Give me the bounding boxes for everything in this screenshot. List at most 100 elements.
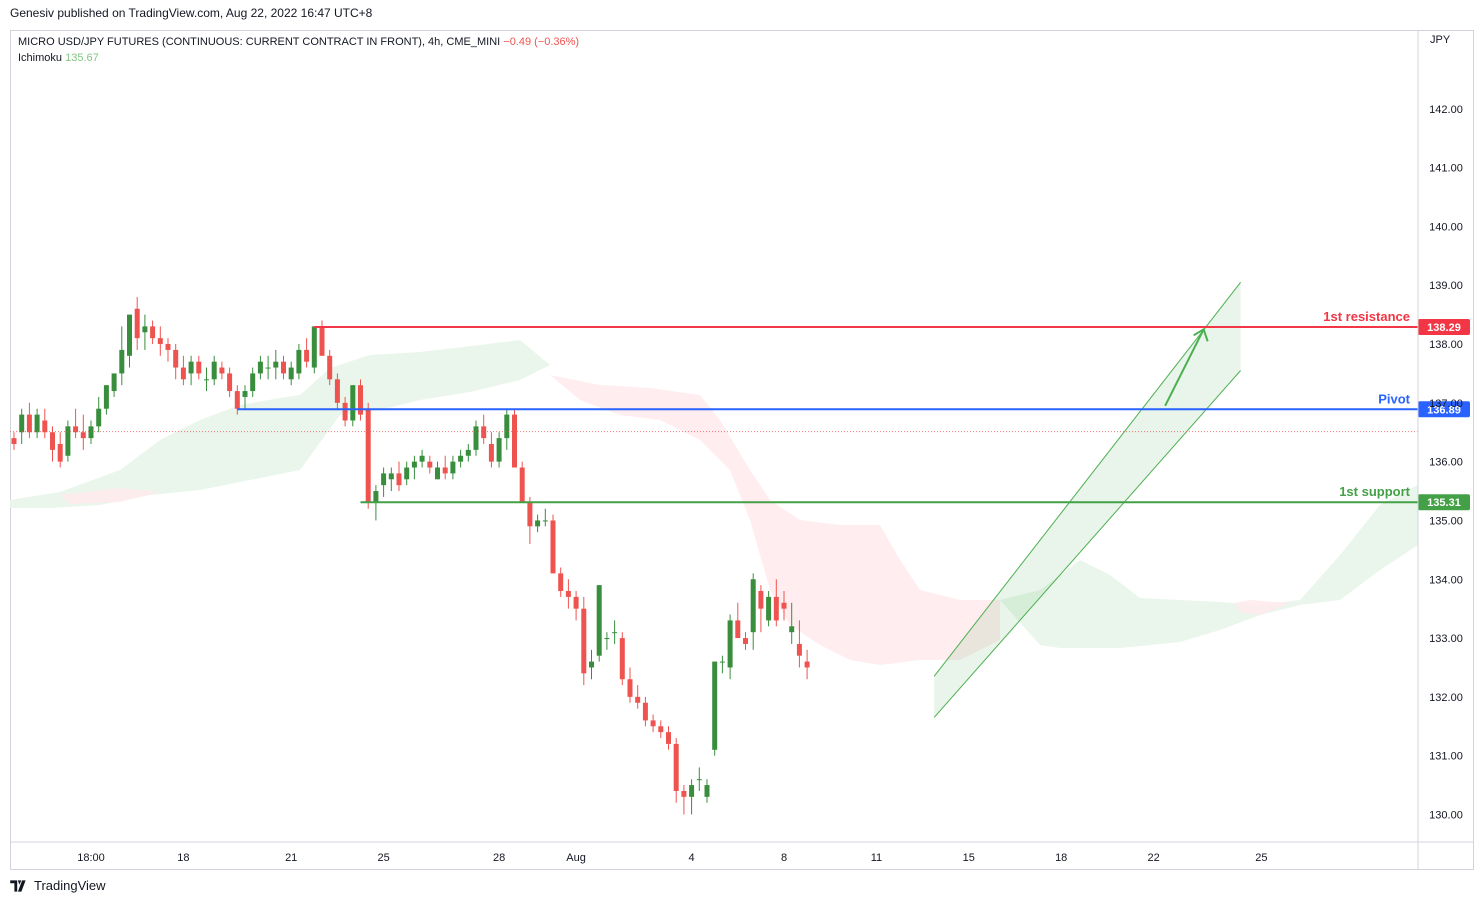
price-change: −0.49 (−0.36%) <box>503 36 580 48</box>
cloud-area-1 <box>550 375 1000 665</box>
candle-body <box>627 679 633 697</box>
candle-body <box>196 361 202 374</box>
candle-body <box>589 661 594 668</box>
symbol-title: MICRO USD/JPY FUTURES (CONTINUOUS: CURRE… <box>18 36 501 48</box>
candle-body <box>304 349 310 362</box>
candle-body <box>612 632 618 634</box>
candle-body <box>42 420 48 433</box>
candle-body <box>488 444 494 462</box>
time-tick-label: 21 <box>285 852 297 864</box>
cloud-area-4 <box>60 488 160 504</box>
candle-body <box>373 491 379 503</box>
time-tick-label: 4 <box>689 852 695 864</box>
candle-body <box>57 444 63 462</box>
candle-body <box>219 367 225 374</box>
time-tick-label: 18 <box>1055 852 1067 864</box>
candle-body <box>88 426 94 439</box>
pivot-price-text: 136.89 <box>1427 404 1461 416</box>
candle-body <box>712 661 718 750</box>
candle-body <box>365 408 371 503</box>
candle-body <box>750 579 756 633</box>
candle-body <box>273 361 279 368</box>
candle-body <box>796 643 802 656</box>
candle-body <box>719 661 725 663</box>
candle-body <box>458 455 464 462</box>
candle-body <box>111 373 117 392</box>
publisher-line: Genesiv published on TradingView.com, Au… <box>10 6 373 20</box>
1st-support-price-text: 135.31 <box>1427 497 1461 509</box>
candle-body <box>696 779 702 781</box>
candle-body <box>542 520 548 522</box>
candle-body <box>558 573 564 592</box>
candle-body <box>296 349 302 374</box>
candle-body <box>573 596 579 609</box>
candle-body <box>789 626 795 633</box>
channel-upper-line[interactable] <box>933 281 1242 677</box>
projection-arrow[interactable] <box>1164 328 1205 407</box>
time-tick-label: Aug <box>566 852 586 864</box>
price-tick-label: 139.00 <box>1429 280 1463 292</box>
chart-frame <box>10 30 1474 870</box>
ichimoku-cloud <box>10 340 1418 665</box>
tradingview-logo-icon <box>10 879 26 892</box>
candle-body <box>311 326 317 368</box>
candle-body <box>535 520 541 527</box>
candle-body <box>119 349 125 374</box>
1st-resistance-price-tag <box>1418 318 1470 335</box>
candle-body <box>496 438 502 462</box>
price-tick-label: 135.00 <box>1429 515 1463 527</box>
candle-body <box>481 426 487 439</box>
indicator-name[interactable]: Ichimoku <box>18 52 63 64</box>
candle-body <box>519 467 525 503</box>
candle-body <box>596 585 602 656</box>
ascending-channel[interactable] <box>933 281 1242 718</box>
candle-body <box>442 467 448 474</box>
price-tick-label: 132.00 <box>1429 692 1463 704</box>
candle-body <box>11 438 17 444</box>
candle-body <box>604 638 610 640</box>
candle-body <box>188 361 194 374</box>
currency-label[interactable]: JPY <box>1430 34 1451 46</box>
1st-support-label: 1st support <box>1339 484 1410 499</box>
candle-body <box>735 620 741 639</box>
1st-resistance-label: 1st resistance <box>1323 309 1410 324</box>
candle-body <box>227 373 233 392</box>
candle-body <box>550 520 556 574</box>
candle-body <box>427 461 433 468</box>
candle-body <box>388 473 394 480</box>
candle-body <box>26 414 32 433</box>
candle-body <box>381 473 387 486</box>
channel-fill <box>934 282 1241 718</box>
candle-body <box>150 326 156 339</box>
candle-body <box>666 732 671 744</box>
key-levels[interactable]: 1st resistance 138.29 Pivot 136.89 1st suppo… <box>10 309 1470 511</box>
price-tick-label: 141.00 <box>1429 163 1463 175</box>
candle-body <box>781 602 787 609</box>
cloud-area-0 <box>10 340 550 508</box>
candle-body <box>288 367 294 380</box>
price-tick-label: 133.00 <box>1429 633 1463 645</box>
candle-body <box>704 785 710 797</box>
candle-body <box>619 638 625 680</box>
candles <box>11 296 810 815</box>
candle-body <box>450 461 456 474</box>
candle-body <box>173 349 179 368</box>
candle-body <box>157 338 163 345</box>
cloud-area-2 <box>1000 485 1418 648</box>
price-tick-label: 136.00 <box>1429 457 1463 469</box>
candle-body <box>773 596 779 621</box>
candle-body <box>80 432 86 439</box>
brand-name: TradingView <box>34 878 106 893</box>
time-tick-label: 11 <box>871 852 882 864</box>
price-tick-label: 130.00 <box>1429 809 1463 821</box>
candle-body <box>19 414 25 433</box>
candle-body <box>142 326 148 333</box>
tradingview-footer[interactable]: TradingView <box>10 878 106 893</box>
time-tick-label: 28 <box>493 852 505 864</box>
candle-body <box>103 385 109 409</box>
candle-body <box>766 596 772 621</box>
candle-body <box>650 720 656 727</box>
channel-lower-line[interactable] <box>933 370 1241 718</box>
candle-body <box>327 355 333 380</box>
